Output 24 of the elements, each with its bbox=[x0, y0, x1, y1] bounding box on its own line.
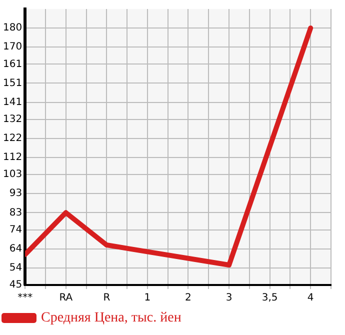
y-tick-label: 122 bbox=[2, 133, 22, 144]
y-tick-label: 93 bbox=[9, 188, 22, 200]
x-tick-label: R bbox=[103, 292, 110, 304]
x-tick-label: 3,5 bbox=[262, 292, 278, 304]
x-tick-label: 1 bbox=[144, 292, 151, 304]
x-tick-label: *** bbox=[18, 292, 33, 304]
y-tick-label: 141 bbox=[2, 96, 22, 108]
y-tick-label: 64 bbox=[9, 243, 22, 254]
y-tick-label: 151 bbox=[2, 78, 22, 89]
y-tick-label: 83 bbox=[9, 207, 22, 218]
x-tick-label: 4 bbox=[307, 292, 314, 304]
y-tick-label: 103 bbox=[2, 169, 22, 180]
y-tick-label: 74 bbox=[9, 224, 22, 236]
y-tick-label: 45 bbox=[9, 280, 22, 291]
y-tick-label: 180 bbox=[2, 22, 22, 34]
x-tick-label: 3 bbox=[226, 292, 232, 304]
y-tick-label: 112 bbox=[2, 152, 22, 164]
y-tick-label: 132 bbox=[2, 114, 22, 125]
x-tick-label: RA bbox=[59, 292, 73, 304]
x-tick-label: 2 bbox=[185, 292, 192, 304]
y-tick-label: 54 bbox=[9, 262, 22, 274]
y-tick-label: 170 bbox=[2, 42, 22, 53]
y-tick-label: 161 bbox=[2, 58, 22, 70]
legend-label: Средняя Цена, тыс. йен bbox=[41, 310, 182, 326]
